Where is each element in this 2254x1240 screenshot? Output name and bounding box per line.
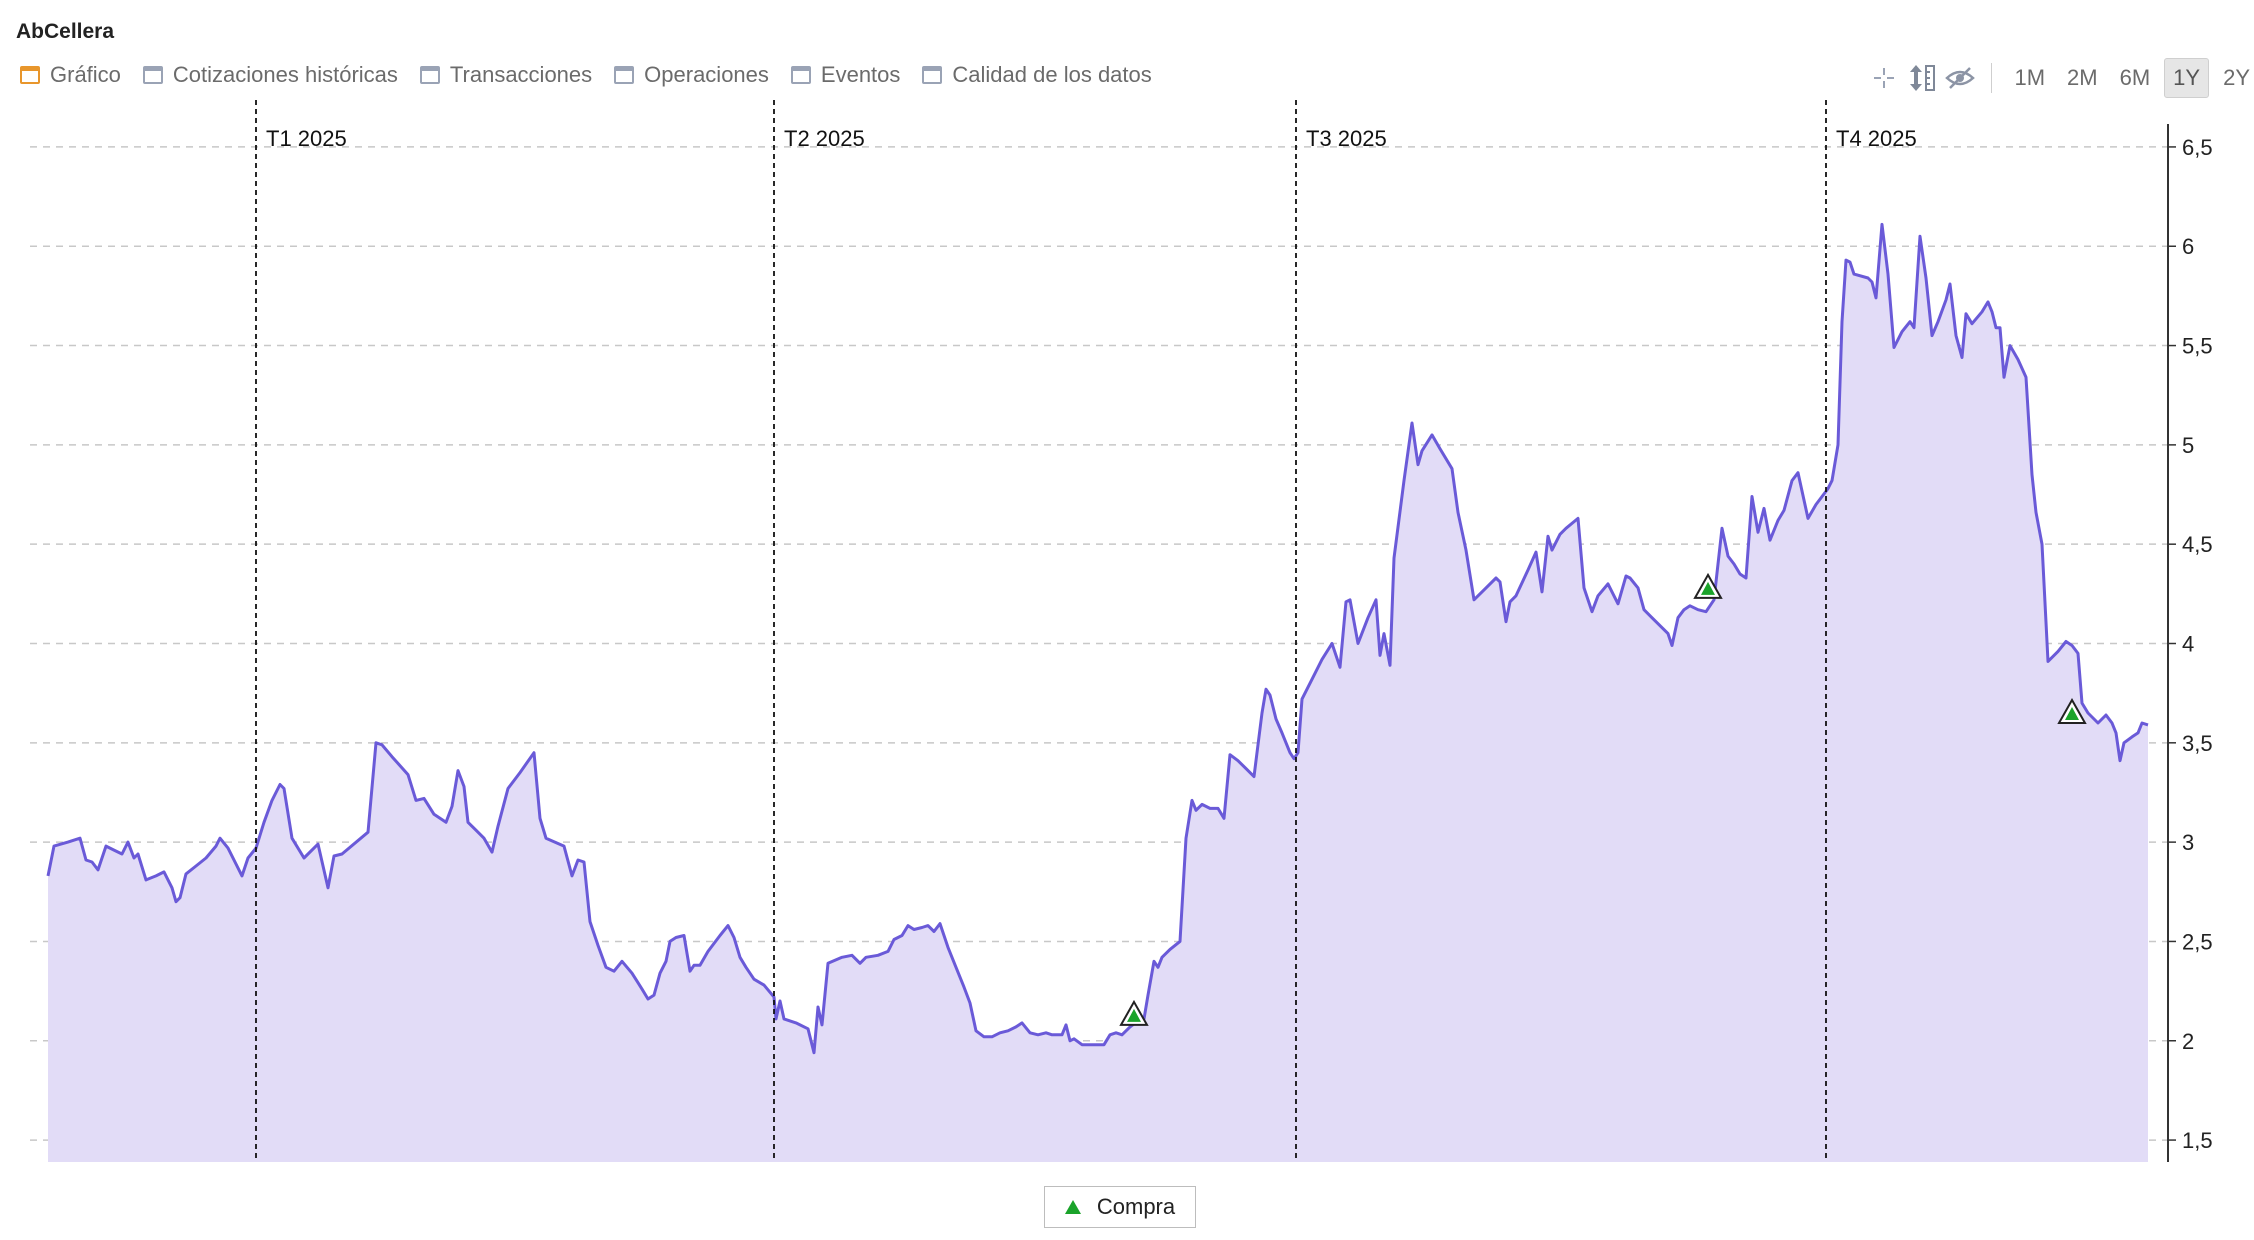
- legend-label: Compra: [1096, 1194, 1176, 1219]
- tab-label: Cotizaciones históricas: [172, 62, 398, 87]
- range-2m-button[interactable]: 2M: [2067, 65, 2098, 90]
- legend[interactable]: Compra: [1044, 1186, 1196, 1228]
- y-tick-label: 4: [2182, 632, 2194, 657]
- range-1y-button[interactable]: 1Y: [2164, 58, 2210, 98]
- tab-transacciones[interactable]: Transacciones: [419, 62, 593, 88]
- y-tick-label: 2,5: [2182, 929, 2213, 954]
- tab-icon: [614, 66, 635, 84]
- quarter-dividers: T1 2025 T2 2025 T3 2025 T4 2025: [255, 100, 1917, 1162]
- y-tick-label: 2: [2182, 1029, 2194, 1054]
- tab-icon: [922, 66, 943, 84]
- toolbar-divider: [1991, 63, 1993, 93]
- y-tick-label: 6: [2182, 234, 2194, 259]
- range-6m-button[interactable]: 6M: [2119, 65, 2151, 90]
- y-tick-label: 4,5: [2182, 532, 2213, 557]
- tab-eventos[interactable]: Eventos: [790, 62, 901, 88]
- tab-cotizaciones[interactable]: Cotizaciones históricas: [142, 62, 398, 88]
- tab-icon: [20, 66, 40, 84]
- tab-operaciones[interactable]: Operaciones: [614, 62, 769, 88]
- price-area: [46, 222, 2149, 1162]
- vertical-scale-icon[interactable]: [1907, 63, 1937, 93]
- y-tick-label: 5,5: [2182, 334, 2213, 359]
- chart-toolbar: 1M 2M 6M 1Y 2Y: [1869, 58, 2254, 98]
- tab-label: Eventos: [820, 62, 901, 87]
- tab-calidad[interactable]: Calidad de los datos: [922, 62, 1152, 88]
- tab-icon: [790, 66, 811, 84]
- tab-bar: Gráfico Cotizaciones históricas Transacc…: [20, 62, 1174, 88]
- quarter-label: T4 2025: [1836, 126, 1917, 151]
- tab-label: Operaciones: [644, 62, 769, 87]
- tab-icon: [419, 66, 440, 84]
- y-tick-label: 5: [2182, 433, 2194, 458]
- tab-label: Transacciones: [449, 62, 593, 87]
- tab-icon: [142, 66, 163, 84]
- buy-marker-fill: [1127, 1008, 1141, 1022]
- y-tick-label: 1,5: [2182, 1128, 2213, 1153]
- price-chart[interactable]: T1 2025 T2 2025 T3 2025 T4 2025 1,5 2 2,5 3 3,5…: [0, 100, 2254, 1170]
- y-tick-label: 3,5: [2182, 731, 2213, 756]
- price-line: [46, 222, 2149, 1055]
- quarter-label: T1 2025: [266, 126, 347, 151]
- hide-icon[interactable]: [1945, 63, 1976, 93]
- crosshair-icon[interactable]: [1869, 63, 1899, 93]
- y-axis: 1,5 2 2,5 3 3,5 4 4,5 5 5,5 6 6,5: [2167, 124, 2213, 1162]
- area-fill: [48, 224, 2148, 1162]
- buy-marker-fill: [1701, 581, 1715, 595]
- tab-label: Gráfico: [50, 62, 121, 87]
- quarter-label: T2 2025: [784, 126, 865, 151]
- range-1m-button[interactable]: 1M: [2014, 65, 2046, 90]
- buy-markers: [1119, 572, 2087, 1026]
- buy-marker-fill: [2065, 707, 2079, 721]
- y-tick-label: 6,5: [2182, 135, 2213, 160]
- quarter-label: T3 2025: [1306, 126, 1387, 151]
- tab-label: Calidad de los datos: [952, 62, 1152, 87]
- tab-grafico[interactable]: Gráfico: [20, 62, 121, 88]
- buy-triangle-icon: [1064, 1200, 1081, 1214]
- app-title: AbCellera: [16, 20, 115, 43]
- y-tick-label: 3: [2182, 830, 2194, 855]
- range-2y-button[interactable]: 2Y: [2223, 65, 2250, 90]
